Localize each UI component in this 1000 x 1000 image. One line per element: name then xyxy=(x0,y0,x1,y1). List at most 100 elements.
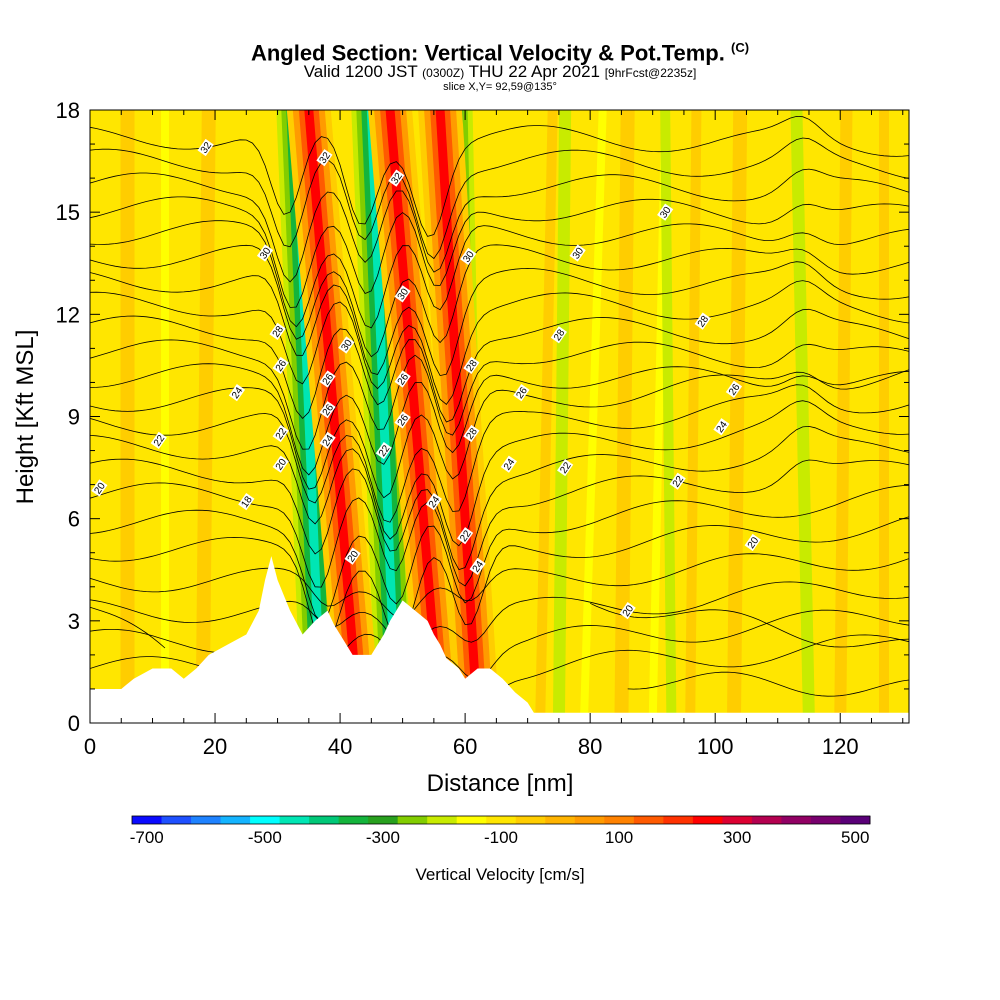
y-tick-label: 15 xyxy=(56,200,80,225)
x-tick-label: 120 xyxy=(822,734,859,759)
chart-title-text: Angled Section: Vertical Velocity & Pot.… xyxy=(250,40,725,66)
colorbar-tick-label: 500 xyxy=(841,828,869,847)
colorbar-swatch xyxy=(692,816,723,824)
contour-label-bg xyxy=(569,244,586,262)
y-tick-label: 0 xyxy=(68,711,80,736)
colorbar-swatch xyxy=(781,816,812,824)
contour-label-bg xyxy=(394,370,411,388)
x-tick-label: 60 xyxy=(453,734,477,759)
contour-label: 22 xyxy=(669,472,686,490)
theta-contour xyxy=(90,606,166,649)
colorbar-swatch xyxy=(633,816,664,824)
contour-label: 20 xyxy=(744,533,761,552)
y-axis-label: Height [Kft MSL] xyxy=(12,330,39,505)
theta-contours xyxy=(90,115,909,706)
contour-label: 18 xyxy=(238,493,255,511)
colorbar-tick-label: 100 xyxy=(605,828,633,847)
contour-label-bg xyxy=(319,370,336,388)
colorbar-swatch xyxy=(486,816,517,824)
downdraft-band xyxy=(790,110,815,723)
contour-label-bg xyxy=(460,247,477,266)
colorbar-swatch xyxy=(456,816,487,824)
contour-label: 24 xyxy=(713,418,730,436)
updraft-core xyxy=(385,110,445,723)
contour-label: 30 xyxy=(394,285,411,303)
contour-label-bg xyxy=(463,424,480,443)
theta-contour xyxy=(90,459,909,588)
theta-contour xyxy=(90,363,909,476)
contour-label: 20 xyxy=(619,602,636,620)
weak-band xyxy=(726,110,748,723)
theta-contour xyxy=(90,168,909,283)
colorbar-swatch xyxy=(810,816,841,824)
contour-label: 26 xyxy=(513,384,530,402)
theta-contour xyxy=(90,581,909,648)
x-tick-label: 20 xyxy=(203,734,227,759)
downdraft-core xyxy=(366,110,401,723)
contour-label: 22 xyxy=(272,424,289,443)
contour-label-bg xyxy=(197,138,214,157)
colorbar-swatch xyxy=(397,816,428,824)
title-block: Angled Section: Vertical Velocity & Pot.… xyxy=(0,36,1000,94)
colorbar-swatch xyxy=(751,816,782,824)
title-unit: (C) xyxy=(731,40,750,55)
colorbar-swatch xyxy=(840,816,871,824)
contour-label-bg xyxy=(457,527,474,545)
updraft-core xyxy=(304,110,364,723)
contour-label-bg xyxy=(319,401,336,419)
weak-band xyxy=(195,110,216,723)
theta-contour xyxy=(90,115,909,237)
contour-label: 22 xyxy=(557,458,574,477)
contour-label: 28 xyxy=(269,322,286,340)
colorbar-swatch xyxy=(220,816,251,824)
contour-label-bg xyxy=(91,479,108,497)
contour-label-bg xyxy=(550,326,568,344)
contour-label-bg xyxy=(394,411,411,429)
theta-contour xyxy=(90,280,909,405)
weak-band xyxy=(535,110,558,723)
contour-label: 32 xyxy=(316,149,333,167)
y-tick-label: 3 xyxy=(68,609,80,634)
contour-label: 26 xyxy=(394,411,411,429)
contour-label: 32 xyxy=(388,169,405,187)
contour-label: 26 xyxy=(725,380,743,398)
colorbar-swatch xyxy=(250,816,281,824)
weak-band xyxy=(120,110,135,723)
contour-label: 30 xyxy=(460,247,477,266)
colorbar-tick-label: -500 xyxy=(248,828,282,847)
colorbar-swatch xyxy=(338,816,369,824)
contour-label: 28 xyxy=(463,424,480,443)
contour-label-bg xyxy=(744,533,761,552)
colorbar-swatch xyxy=(309,816,340,824)
theta-contour xyxy=(590,602,909,648)
x-tick-label: 80 xyxy=(578,734,602,759)
theta-contour xyxy=(90,339,909,450)
contour-label-bg xyxy=(272,455,289,473)
contour-label: 30 xyxy=(256,244,274,262)
contour-label: 24 xyxy=(425,493,443,511)
contour-label-bg xyxy=(272,424,289,443)
weak-band xyxy=(685,110,702,723)
contour-label-bg xyxy=(619,602,636,620)
forecast-info: [9hrFcst@2235z] xyxy=(604,66,697,81)
contour-label-bg xyxy=(694,312,711,330)
axes: 0 20 40 60 80 100 120 0 3 6 9 12 15 18 xyxy=(56,98,909,759)
contour-label: 20 xyxy=(344,547,361,565)
theta-contour xyxy=(90,369,909,499)
weak-band xyxy=(614,110,635,723)
x-tick-label: 100 xyxy=(697,734,734,759)
contour-label: 22 xyxy=(375,441,393,460)
contour-label: 30 xyxy=(338,336,355,354)
contour-label-bg xyxy=(338,336,355,354)
contour-label-bg xyxy=(463,356,480,375)
theta-contour xyxy=(90,400,909,547)
y-tick-label: 12 xyxy=(56,302,80,327)
contour-label-bg xyxy=(228,384,246,402)
contour-label: 26 xyxy=(272,356,289,375)
theta-contour xyxy=(90,220,909,329)
contour-label: 30 xyxy=(657,203,674,221)
theta-contour xyxy=(90,516,909,646)
theta-contour xyxy=(627,671,909,697)
colorbar-swatch xyxy=(604,816,635,824)
